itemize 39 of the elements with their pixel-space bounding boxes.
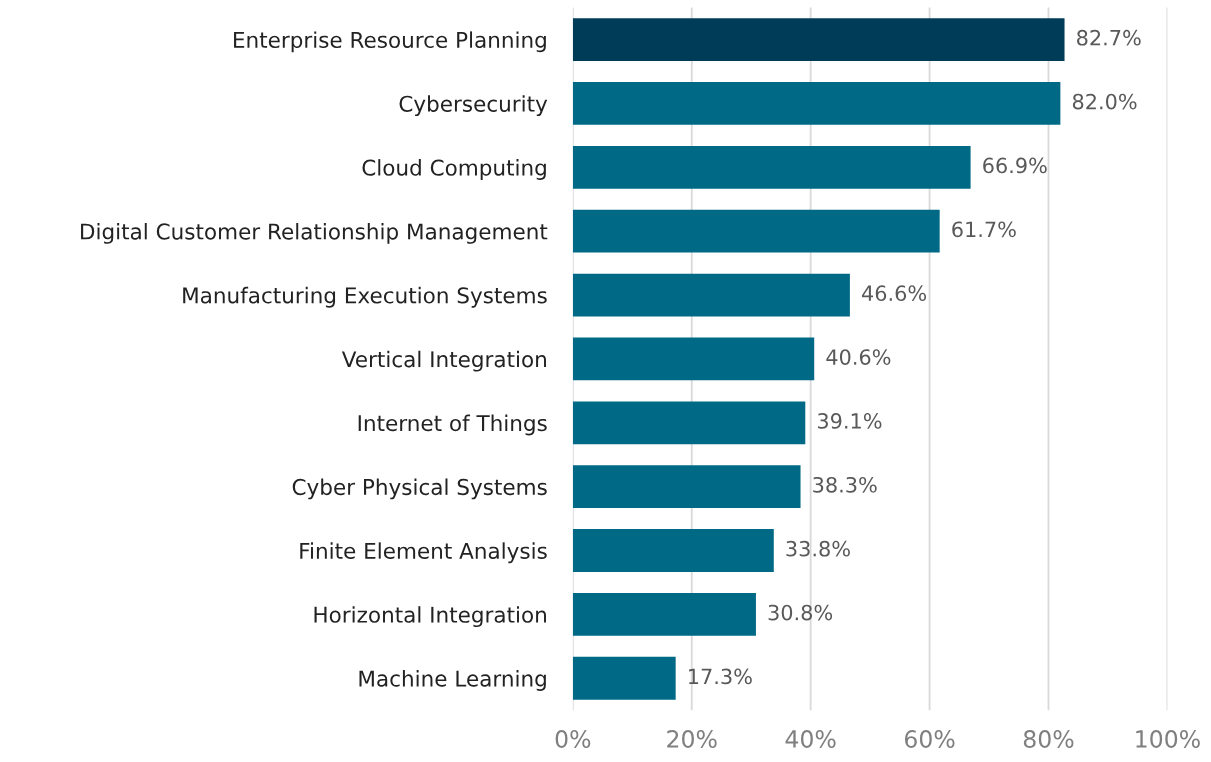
x-tick-label: 0% [555,730,591,748]
data-label: 38.3% [813,476,877,493]
data-label: 82.0% [1072,93,1137,110]
bar [572,145,971,189]
data-label: 33.8% [786,540,850,557]
y-tick-label: Horizontal Integration [314,606,546,628]
bar [572,401,806,445]
y-tick-label: Enterprise Resource Planning [234,31,546,53]
x-tick-label: 40% [785,730,836,748]
data-label: 61.7% [952,221,1016,238]
bar [572,82,1061,125]
y-tick-label: Digital Customer Relationship Management [81,222,548,244]
y-tick-label: Vertical Integration [341,350,546,372]
bar [572,337,815,381]
data-label: 46.6% [862,285,927,302]
bar [572,209,940,253]
bar [572,465,801,509]
x-tick-label: 100% [1136,730,1200,748]
data-label: 66.9% [983,157,1047,174]
data-label: 30.8% [768,604,833,621]
data-label: 82.7% [1077,29,1141,46]
bar [572,18,1065,61]
y-tick-label: Finite Element Analysis [300,542,547,564]
data-label: 17.3% [689,668,752,685]
data-label: 40.6% [826,349,891,365]
y-tick-label: Manufacturing Execution Systems [183,286,547,308]
y-tick-label: Cloud Computing [362,159,546,180]
y-tick-label: Cyber Physical Systems [292,478,547,500]
y-tick-label: Machine Learning [359,670,546,691]
bar [572,529,774,572]
y-tick-label: Internet of Things [358,414,547,436]
x-tick-label: 60% [904,730,955,748]
x-tick-label: 80% [1023,730,1074,748]
data-label: 39.1% [817,413,882,429]
bar [572,592,756,636]
bar [572,273,850,317]
x-tick-label: 20% [667,730,717,748]
y-tick-label: Cybersecurity [399,95,548,117]
bar [572,656,676,700]
